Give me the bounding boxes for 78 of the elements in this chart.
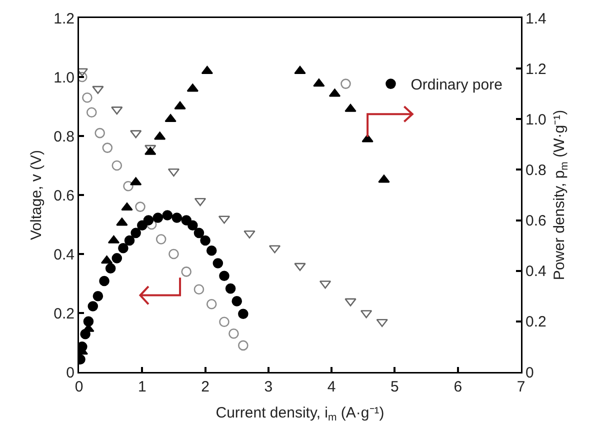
point: [111, 106, 123, 115]
point: [376, 318, 388, 327]
point: [118, 242, 128, 254]
point: [105, 263, 116, 274]
y2-tick-label: 1.2: [526, 60, 546, 78]
point: [143, 215, 154, 226]
point: [135, 202, 146, 212]
point: [344, 104, 356, 112]
legend-label: Ordinary pore: [410, 76, 502, 94]
y2-tick-label: 1.4: [526, 10, 546, 28]
point: [238, 340, 248, 351]
point: [88, 301, 98, 312]
point: [194, 228, 204, 238]
point: [146, 219, 157, 230]
y-tick-label: 0.8: [54, 128, 74, 146]
x-axis-title: Current density, i$_{m}$ (A·g⁻¹): [216, 404, 384, 424]
y2-tick-label: 0.2: [526, 314, 546, 331]
y-tick-label: 0.6: [54, 187, 74, 204]
x-tick-label: 6: [454, 378, 462, 396]
point: [194, 284, 204, 295]
y-tick-label: 1.2: [54, 10, 74, 28]
point: [83, 316, 94, 327]
point: [181, 266, 192, 277]
y-tick-label: 0: [66, 364, 74, 382]
y2-tick-label: 0.8: [526, 162, 546, 179]
point: [112, 160, 122, 171]
point: [228, 328, 239, 339]
point: [378, 174, 390, 183]
point: [219, 316, 230, 327]
x-tick-label: 5: [390, 378, 399, 396]
point: [294, 262, 306, 271]
y2-tick-label: 0.4: [526, 263, 546, 280]
point: [82, 92, 92, 103]
x-tick-label: 7: [516, 378, 526, 396]
point: [152, 212, 164, 223]
x-tick-label: 2: [201, 378, 210, 396]
point: [200, 235, 210, 246]
point: [116, 218, 128, 226]
point: [188, 220, 198, 230]
point: [162, 210, 173, 220]
y2-tick-label: 0.6: [526, 212, 546, 230]
x-tick-label: 3: [264, 378, 273, 396]
point: [92, 86, 104, 94]
point: [362, 134, 374, 142]
point: [99, 276, 110, 286]
point: [164, 114, 176, 122]
point: [102, 142, 113, 153]
point: [124, 235, 135, 246]
point: [86, 107, 97, 118]
point: [172, 212, 182, 223]
point: [112, 253, 122, 264]
point: [212, 258, 224, 268]
point: [313, 78, 325, 87]
y-tick-label: 0.2: [54, 305, 74, 322]
x-tick-label: 1: [138, 378, 146, 396]
point: [219, 270, 230, 282]
point: [225, 283, 236, 294]
x-tick-label: 4: [327, 378, 336, 396]
y-tick-label: 0.4: [54, 246, 74, 264]
point: [92, 290, 104, 302]
point: [123, 181, 134, 192]
point: [206, 299, 217, 310]
point: [168, 248, 179, 260]
y-tick-label: 1.0: [54, 69, 74, 86]
point: [232, 296, 242, 306]
point: [206, 245, 217, 256]
point: [94, 128, 105, 138]
point: [344, 298, 356, 306]
point: [156, 234, 166, 244]
point: [244, 230, 256, 238]
y2-tick-label: 1.0: [526, 111, 546, 128]
point: [238, 308, 248, 319]
point: [174, 101, 186, 110]
point: [130, 228, 141, 238]
y2-tick-label: 0: [526, 364, 534, 382]
y-axis-title: Voltage, v (V): [28, 150, 46, 240]
point: [121, 202, 133, 211]
point: [294, 66, 306, 74]
